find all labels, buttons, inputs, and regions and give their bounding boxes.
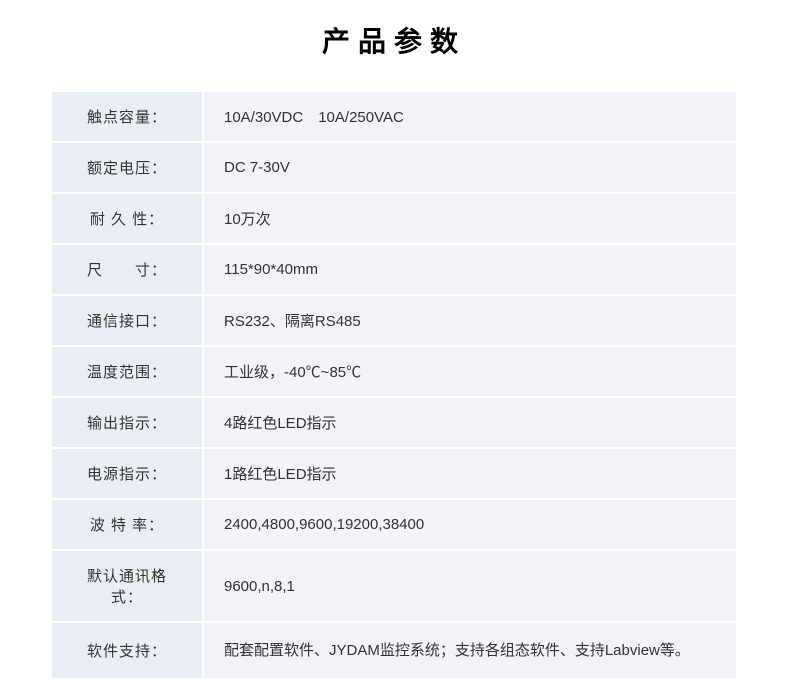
spec-table: 触点容量： 10A/30VDC 10A/250VAC 额定电压： DC 7-30… [50, 90, 738, 680]
table-row: 额定电压： DC 7-30V [52, 143, 736, 192]
table-row: 软件支持： 配套配置软件、JYDAM监控系统；支持各组态软件、支持Labview… [52, 623, 736, 678]
spec-label: 默认通讯格式： [52, 551, 202, 621]
spec-value: 115*90*40mm [204, 245, 736, 294]
spec-value: 10万次 [204, 194, 736, 243]
spec-label: 输出指示： [52, 398, 202, 447]
table-row: 耐 久 性： 10万次 [52, 194, 736, 243]
spec-label: 电源指示： [52, 449, 202, 498]
spec-value: 配套配置软件、JYDAM监控系统；支持各组态软件、支持Labview等。 [204, 623, 736, 678]
spec-value: DC 7-30V [204, 143, 736, 192]
spec-value: 工业级，-40℃~85℃ [204, 347, 736, 396]
spec-label: 耐 久 性： [52, 194, 202, 243]
spec-label: 软件支持： [52, 623, 202, 678]
spec-label: 尺 寸： [52, 245, 202, 294]
page-title: 产品参数 [50, 20, 738, 60]
spec-label: 额定电压： [52, 143, 202, 192]
spec-label: 通信接口： [52, 296, 202, 345]
table-row: 触点容量： 10A/30VDC 10A/250VAC [52, 92, 736, 141]
spec-value: 1路红色LED指示 [204, 449, 736, 498]
table-row: 电源指示： 1路红色LED指示 [52, 449, 736, 498]
table-row: 温度范围： 工业级，-40℃~85℃ [52, 347, 736, 396]
table-row: 输出指示： 4路红色LED指示 [52, 398, 736, 447]
spec-label: 触点容量： [52, 92, 202, 141]
spec-value: 9600,n,8,1 [204, 551, 736, 621]
table-row: 默认通讯格式： 9600,n,8,1 [52, 551, 736, 621]
table-row: 波 特 率： 2400,4800,9600,19200,38400 [52, 500, 736, 549]
spec-value: 10A/30VDC 10A/250VAC [204, 92, 736, 141]
spec-label: 波 特 率： [52, 500, 202, 549]
spec-value: 4路红色LED指示 [204, 398, 736, 447]
table-row: 尺 寸： 115*90*40mm [52, 245, 736, 294]
table-row: 通信接口： RS232、隔离RS485 [52, 296, 736, 345]
spec-value: 2400,4800,9600,19200,38400 [204, 500, 736, 549]
spec-label: 温度范围： [52, 347, 202, 396]
spec-value: RS232、隔离RS485 [204, 296, 736, 345]
spec-table-body: 触点容量： 10A/30VDC 10A/250VAC 额定电压： DC 7-30… [52, 92, 736, 678]
